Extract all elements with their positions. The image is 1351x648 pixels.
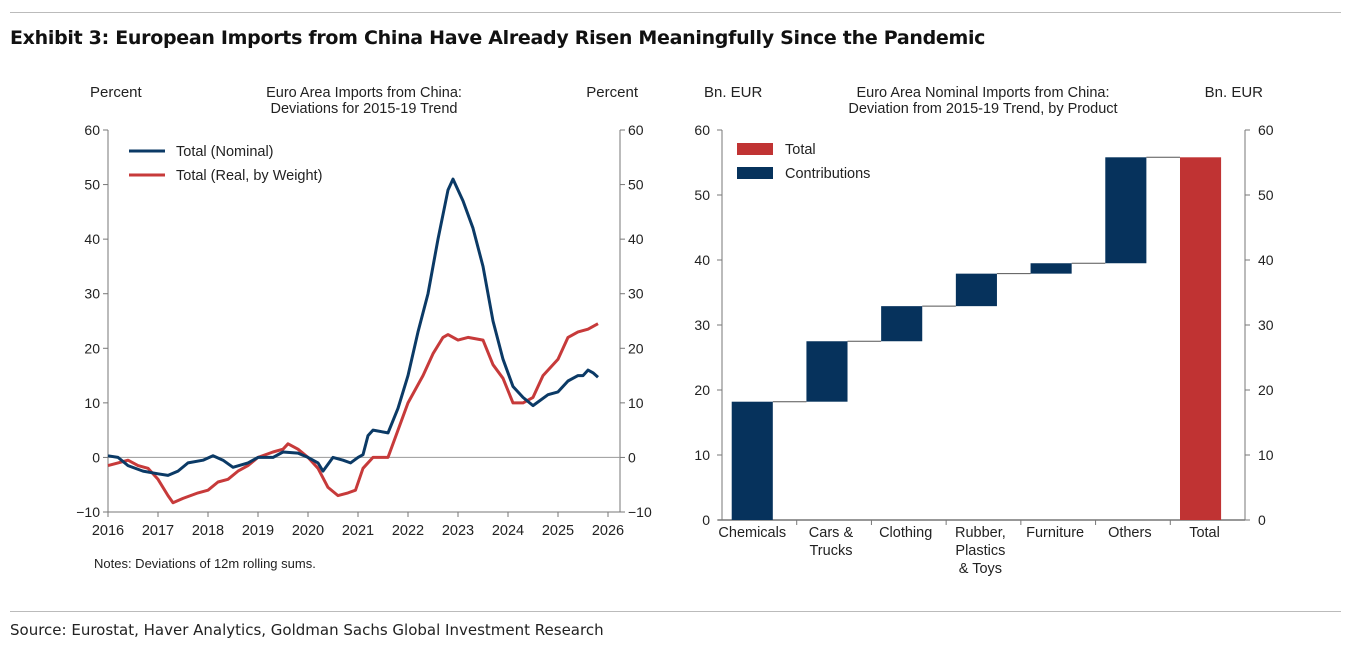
legend-label: Contributions bbox=[785, 166, 870, 182]
y-tick-label-right: 40 bbox=[1258, 252, 1274, 268]
series-line-total-real-by-weight- bbox=[107, 322, 599, 505]
y-tick-label: 60 bbox=[694, 122, 710, 138]
bar-furniture bbox=[1030, 263, 1072, 274]
y-tick-label: 30 bbox=[84, 286, 100, 302]
legend-swatch bbox=[737, 143, 773, 155]
legend-label: Total (Real, by Weight) bbox=[176, 168, 322, 184]
x-tick-label: Furniture bbox=[1026, 525, 1084, 541]
left-y-unit-label: Bn. EUR bbox=[704, 84, 763, 101]
legend-swatch bbox=[737, 167, 773, 179]
chart-title-line: Deviations for 2015-19 Trend bbox=[271, 101, 458, 117]
y-tick-label-right: 10 bbox=[1258, 447, 1274, 463]
y-tick-label: 10 bbox=[84, 395, 100, 411]
y-tick-label-right: 50 bbox=[1258, 187, 1274, 203]
exhibit-title: Exhibit 3: European Imports from China H… bbox=[10, 27, 986, 49]
x-tick-label: 2016 bbox=[92, 523, 124, 539]
x-tick-label: 2022 bbox=[392, 523, 424, 539]
right-y-unit-label: Bn. EUR bbox=[1205, 84, 1264, 101]
y-tick-label: 50 bbox=[84, 177, 100, 193]
y-tick-label-right: 10 bbox=[628, 395, 644, 411]
y-tick-label: 40 bbox=[84, 231, 100, 247]
y-tick-label: 60 bbox=[84, 122, 100, 138]
y-tick-label: 0 bbox=[92, 449, 100, 465]
x-tick-label: Trucks bbox=[809, 543, 852, 559]
y-tick-label: 40 bbox=[694, 252, 710, 268]
y-tick-label: 10 bbox=[694, 447, 710, 463]
x-tick-label: Chemicals bbox=[718, 525, 786, 541]
legend-label: Total bbox=[785, 142, 816, 158]
x-tick-label: 2019 bbox=[242, 523, 274, 539]
y-tick-label-right: 20 bbox=[1258, 382, 1274, 398]
y-tick-label: 20 bbox=[84, 340, 100, 356]
x-tick-label: 2025 bbox=[542, 523, 574, 539]
bar-chemicals bbox=[731, 401, 773, 520]
x-tick-label: & Toys bbox=[959, 561, 1002, 577]
x-tick-label: 2024 bbox=[492, 523, 524, 539]
right-y-unit-label: Percent bbox=[586, 84, 639, 101]
y-tick-label: −10 bbox=[76, 504, 100, 520]
y-tick-label-right: −10 bbox=[628, 504, 652, 520]
bar-total bbox=[1179, 157, 1222, 521]
y-tick-label-right: 40 bbox=[628, 231, 644, 247]
y-tick-label: 0 bbox=[702, 512, 710, 528]
x-tick-label: 2018 bbox=[192, 523, 224, 539]
chart-title-line: Euro Area Imports from China: bbox=[266, 85, 462, 101]
y-tick-label: 30 bbox=[694, 317, 710, 333]
chart-note: Notes: Deviations of 12m rolling sums. bbox=[94, 556, 316, 571]
x-tick-label: 2023 bbox=[442, 523, 474, 539]
x-tick-label: Rubber, bbox=[955, 525, 1006, 541]
y-tick-label-right: 60 bbox=[1258, 122, 1274, 138]
y-tick-label-right: 30 bbox=[628, 286, 644, 302]
x-tick-label: 2017 bbox=[142, 523, 174, 539]
chart-title-line: Euro Area Nominal Imports from China: bbox=[856, 85, 1109, 101]
y-tick-label-right: 0 bbox=[1258, 512, 1266, 528]
y-tick-label-right: 60 bbox=[628, 122, 644, 138]
y-tick-label: 20 bbox=[694, 382, 710, 398]
x-tick-label: Plastics bbox=[955, 543, 1005, 559]
series-line-total-nominal- bbox=[107, 177, 599, 477]
bottom-rule bbox=[10, 611, 1341, 612]
chart-title-line: Deviation from 2015-19 Trend, by Product bbox=[848, 101, 1117, 117]
y-tick-label-right: 0 bbox=[628, 449, 636, 465]
x-tick-label: Clothing bbox=[879, 525, 932, 541]
left-y-unit-label: Percent bbox=[90, 84, 143, 101]
x-tick-label: 2026 bbox=[592, 523, 624, 539]
y-tick-label-right: 50 bbox=[628, 177, 644, 193]
bar-others bbox=[1105, 157, 1147, 264]
x-tick-label: 2020 bbox=[292, 523, 324, 539]
y-tick-label: 50 bbox=[694, 187, 710, 203]
y-tick-label-right: 30 bbox=[1258, 317, 1274, 333]
x-tick-label: Others bbox=[1108, 525, 1152, 541]
bar-clothing bbox=[881, 306, 923, 342]
x-tick-label: 2021 bbox=[342, 523, 374, 539]
x-tick-label: Cars & bbox=[809, 525, 854, 541]
bar-rubber-plastics-toys bbox=[955, 273, 997, 307]
bar-cars-trucks bbox=[806, 341, 848, 402]
top-rule bbox=[10, 12, 1341, 13]
source-note: Source: Eurostat, Haver Analytics, Goldm… bbox=[10, 621, 604, 639]
y-tick-label-right: 20 bbox=[628, 340, 644, 356]
legend-label: Total (Nominal) bbox=[176, 144, 274, 160]
x-tick-label: Total bbox=[1189, 525, 1220, 541]
